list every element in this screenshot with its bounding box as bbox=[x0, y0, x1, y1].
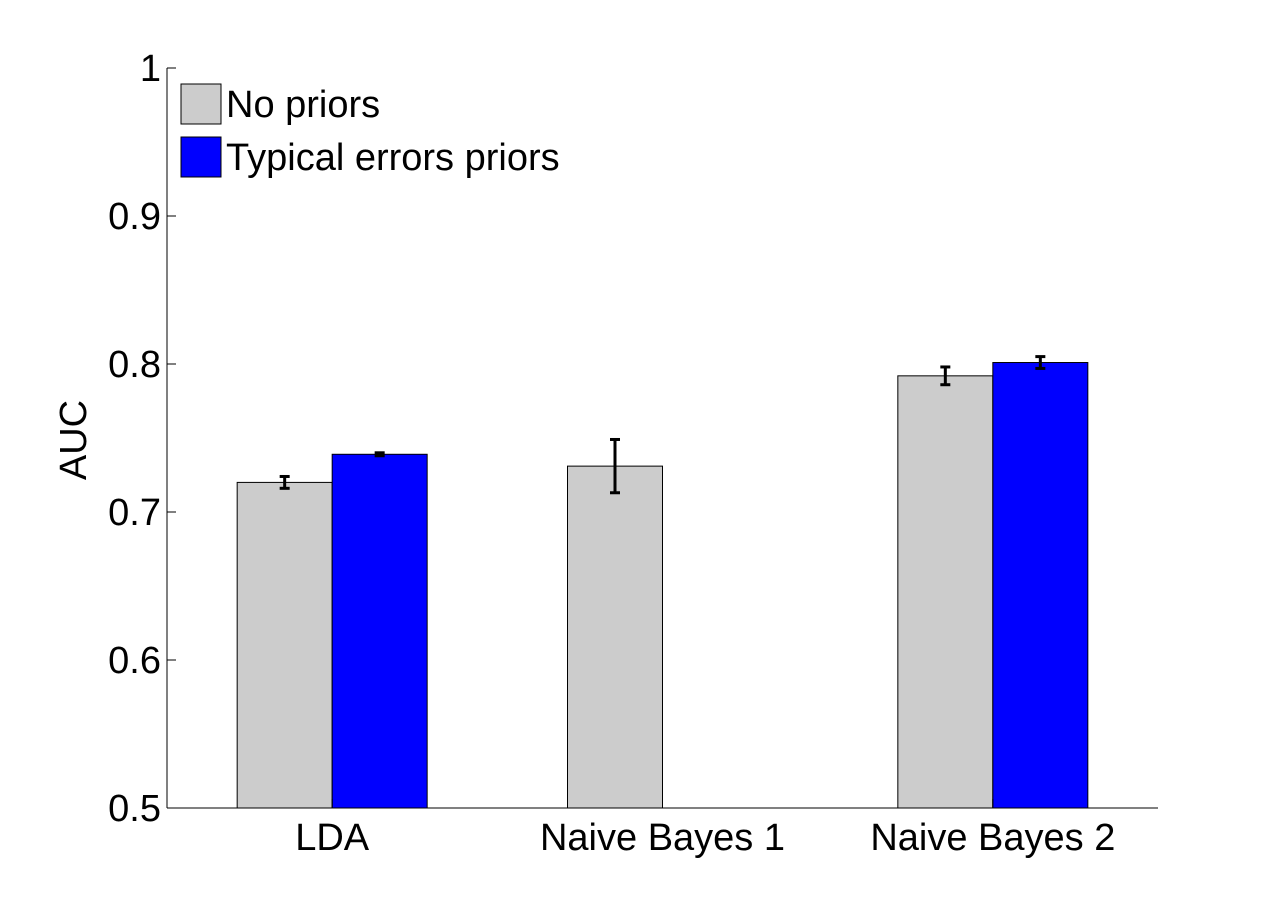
x-tick-label: Naive Bayes 1 bbox=[540, 817, 785, 859]
y-tick-label: 0.7 bbox=[108, 492, 161, 534]
legend-label: No priors bbox=[226, 84, 380, 126]
bar bbox=[331, 453, 428, 809]
legend-swatch bbox=[180, 136, 222, 178]
bar bbox=[567, 465, 663, 809]
y-tick-label: 0.8 bbox=[108, 344, 161, 386]
legend-swatch bbox=[180, 83, 222, 125]
y-tick-label: 0.9 bbox=[108, 196, 161, 238]
y-tick-label: 1 bbox=[140, 48, 161, 90]
error-bars-layer bbox=[279, 355, 1046, 495]
legend-label: Typical errors priors bbox=[226, 137, 560, 179]
y-tick-label: 0.5 bbox=[108, 788, 161, 830]
bar bbox=[897, 375, 994, 809]
y-tick-label: 0.6 bbox=[108, 640, 161, 682]
x-ticks: LDA Naive Bayes 1 Naive Bayes 2 bbox=[295, 799, 1115, 859]
x-tick-label: LDA bbox=[295, 817, 370, 859]
legend: No priors Typical errors priors bbox=[180, 83, 560, 179]
bar bbox=[992, 362, 1089, 809]
bars-layer bbox=[236, 362, 1089, 809]
y-ticks: 0.5 0.6 0.7 0.8 0.9 1 bbox=[108, 48, 176, 830]
x-tick-label: Naive Bayes 2 bbox=[870, 817, 1115, 859]
y-axis-title: AUC bbox=[53, 400, 95, 480]
bar bbox=[236, 481, 333, 809]
